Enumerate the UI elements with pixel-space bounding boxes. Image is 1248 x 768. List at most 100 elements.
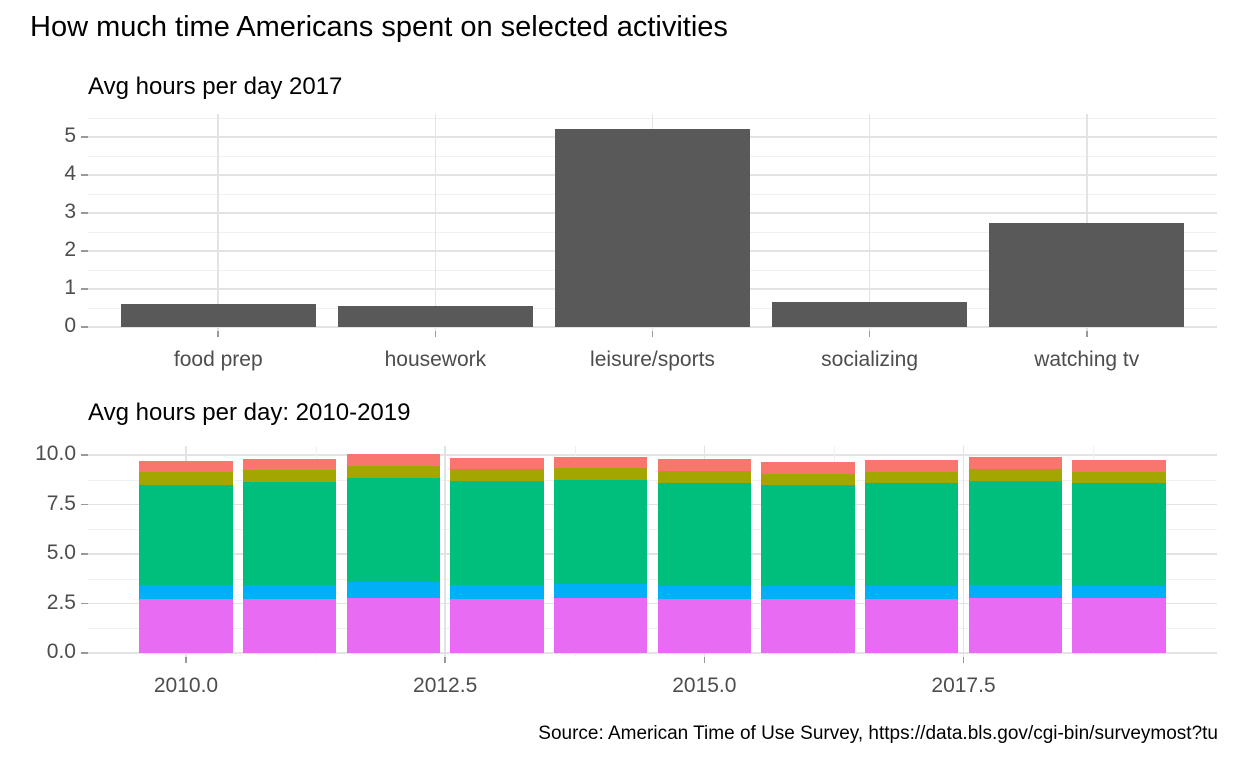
y-tick-label: 4 bbox=[64, 162, 76, 185]
bar-segment-watching-tv bbox=[139, 598, 233, 653]
bar-segment-socializing bbox=[450, 584, 544, 599]
bar-segment-housework bbox=[242, 469, 337, 482]
x-tick-label: 2015.0 bbox=[672, 674, 737, 697]
y-gridline-minor bbox=[88, 578, 1217, 580]
bar-segment-housework bbox=[450, 468, 544, 481]
y-tick-label: 7.5 bbox=[46, 491, 76, 515]
bar-segment-leisure-sports bbox=[968, 480, 1062, 585]
bar-segment-socializing bbox=[554, 583, 648, 598]
y-tick-label: 3 bbox=[64, 200, 76, 223]
y-gridline-minor bbox=[88, 628, 1217, 630]
y-tick-label: 5 bbox=[64, 124, 76, 147]
y-tick-mark bbox=[81, 174, 88, 176]
bar-segment-watching-tv bbox=[968, 597, 1062, 653]
bar-segment-leisure-sports bbox=[1072, 482, 1166, 586]
bar-segment-food-prep bbox=[450, 457, 544, 469]
y-tick-label: 1 bbox=[64, 276, 76, 299]
bar-segment-food-prep bbox=[968, 456, 1062, 469]
bar-segment-watching-tv bbox=[865, 598, 959, 653]
chart2-panel bbox=[88, 446, 1217, 657]
bar-segment-housework bbox=[139, 471, 233, 485]
bar-segment-food-prep bbox=[346, 454, 440, 466]
bar-segment-socializing bbox=[968, 584, 1062, 598]
y-tick-mark bbox=[81, 652, 88, 654]
bar-socializing bbox=[771, 302, 968, 327]
chart2-title: Avg hours per day: 2010-2019 bbox=[88, 399, 411, 426]
bar-segment-socializing bbox=[139, 584, 233, 599]
chart1-title: Avg hours per day 2017 bbox=[88, 73, 343, 100]
y-gridline-major bbox=[88, 602, 1217, 605]
source-caption: Source: American Time of Use Survey, htt… bbox=[538, 723, 1218, 744]
bar-segment-watching-tv bbox=[761, 598, 855, 653]
bar-segment-leisure-sports bbox=[657, 482, 751, 586]
x-gridline-major bbox=[444, 446, 446, 657]
y-gridline-major bbox=[88, 503, 1217, 506]
x-gridline-major bbox=[434, 114, 437, 331]
y-tick-label: 2 bbox=[64, 238, 76, 261]
x-category-label: housework bbox=[384, 348, 487, 371]
y-tick-mark bbox=[81, 602, 88, 605]
y-tick-label: 0.0 bbox=[46, 640, 76, 663]
x-category-label: leisure/sports bbox=[590, 348, 715, 371]
x-tick-label: 2012.5 bbox=[413, 674, 478, 697]
bar-food-prep bbox=[120, 304, 316, 327]
x-tick-mark bbox=[217, 331, 220, 337]
bar-housework bbox=[337, 306, 534, 327]
y-tick-mark bbox=[81, 503, 88, 506]
y-gridline-minor bbox=[88, 529, 1217, 531]
bar-segment-leisure-sports bbox=[346, 477, 440, 582]
bar-segment-food-prep bbox=[761, 461, 855, 474]
bar-segment-leisure-sports bbox=[450, 480, 544, 585]
y-tick-mark bbox=[81, 454, 88, 456]
bar-segment-leisure-sports bbox=[761, 484, 855, 586]
bar-segment-housework bbox=[761, 473, 855, 485]
x-tick-mark bbox=[185, 657, 187, 663]
bar-segment-food-prep bbox=[1072, 459, 1166, 472]
x-category-label: socializing bbox=[821, 348, 919, 371]
y-tick-mark bbox=[81, 212, 88, 214]
x-tick-mark bbox=[703, 657, 706, 663]
chart1-panel bbox=[88, 114, 1217, 331]
y-gridline-major bbox=[88, 652, 1217, 654]
bar-segment-housework bbox=[346, 465, 440, 478]
bar-segment-leisure-sports bbox=[242, 481, 337, 585]
x-gridline-major bbox=[868, 114, 871, 331]
bar-segment-housework bbox=[657, 470, 751, 483]
bar-segment-leisure-sports bbox=[865, 482, 959, 586]
x-tick-label: 2017.5 bbox=[931, 674, 996, 697]
bar-segment-housework bbox=[865, 471, 959, 483]
y-tick-mark bbox=[81, 136, 88, 138]
y-gridline-minor bbox=[88, 479, 1217, 481]
bar-segment-housework bbox=[968, 468, 1062, 481]
bar-segment-food-prep bbox=[865, 459, 959, 472]
bar-segment-watching-tv bbox=[450, 598, 544, 653]
x-tick-mark bbox=[434, 331, 437, 337]
x-tick-mark bbox=[868, 331, 871, 337]
y-gridline-major bbox=[88, 553, 1217, 555]
bar-segment-leisure-sports bbox=[554, 479, 648, 584]
y-tick-label: 2.5 bbox=[46, 590, 76, 614]
bar-segment-watching-tv bbox=[657, 598, 751, 653]
y-tick-mark bbox=[81, 288, 88, 290]
y-tick-label: 10.0 bbox=[35, 442, 76, 465]
x-gridline-major bbox=[217, 114, 220, 331]
bar-segment-socializing bbox=[242, 584, 337, 599]
bar-segment-housework bbox=[1072, 471, 1166, 483]
x-gridline-major bbox=[962, 446, 965, 657]
bar-segment-watching-tv bbox=[242, 598, 337, 653]
figure-title: How much time Americans spent on selecte… bbox=[30, 11, 728, 43]
y-tick-mark bbox=[81, 250, 88, 252]
y-tick-label: 0 bbox=[64, 314, 76, 337]
y-tick-mark bbox=[81, 326, 88, 328]
x-category-label: watching tv bbox=[1034, 348, 1140, 371]
y-gridline-major bbox=[88, 454, 1217, 456]
bar-watching-tv bbox=[989, 222, 1185, 327]
bar-segment-food-prep bbox=[657, 458, 751, 471]
x-tick-mark bbox=[444, 657, 446, 663]
y-tick-label: 5.0 bbox=[46, 541, 76, 564]
bar-segment-socializing bbox=[1072, 585, 1166, 598]
bar-segment-housework bbox=[554, 467, 648, 480]
bar-segment-watching-tv bbox=[554, 597, 648, 653]
bar-segment-food-prep bbox=[242, 458, 337, 470]
